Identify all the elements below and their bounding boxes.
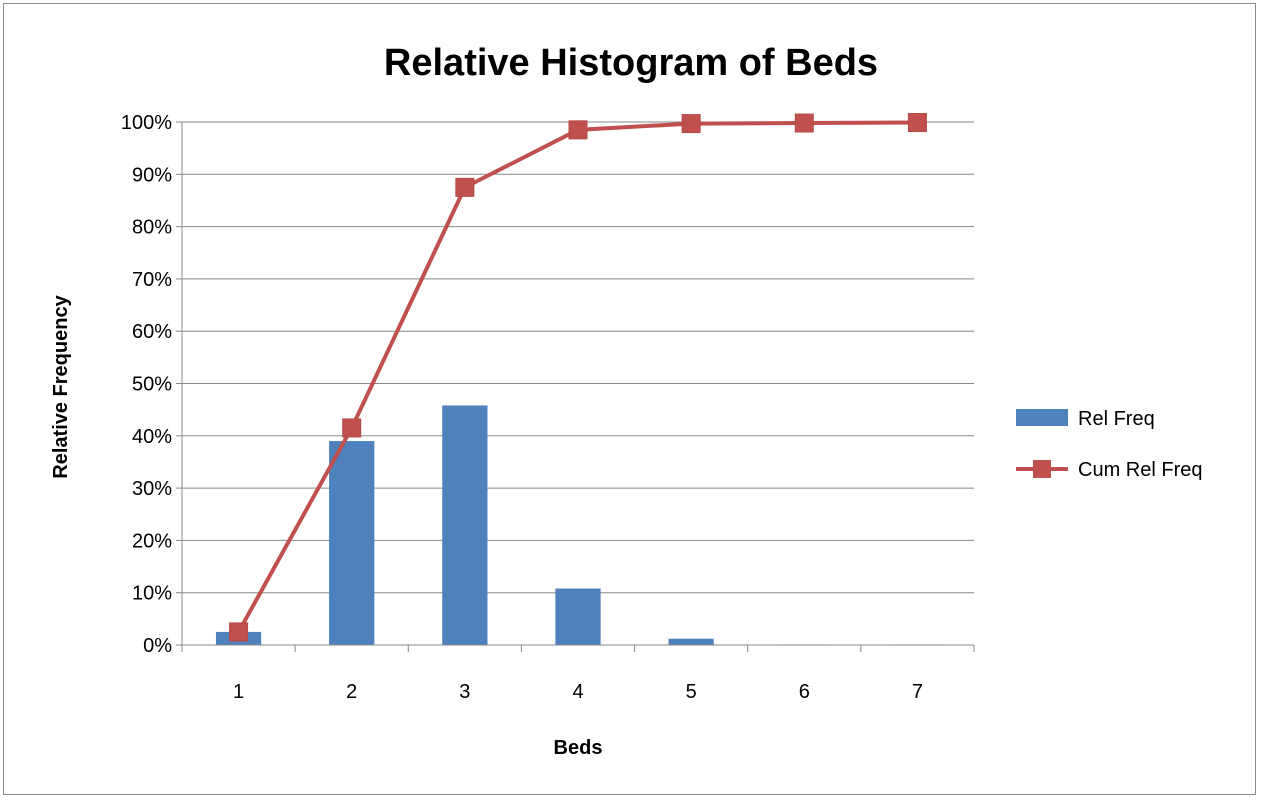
axes bbox=[176, 121, 975, 652]
x-tick-label: 2 bbox=[346, 681, 357, 703]
y-tick-label: 40% bbox=[132, 426, 172, 448]
x-tick-label: 4 bbox=[572, 681, 583, 703]
x-tick-label: 6 bbox=[799, 681, 810, 703]
y-tick-label: 50% bbox=[132, 374, 172, 396]
x-axis-tick-labels: 1 2 3 4 5 6 7 bbox=[233, 681, 923, 703]
y-tick-label: 0% bbox=[143, 635, 172, 657]
y-tick-label: 90% bbox=[132, 164, 172, 186]
legend: Rel Freq Cum Rel Freq bbox=[1016, 408, 1202, 481]
y-tick-label: 70% bbox=[132, 269, 172, 291]
y-tick-label: 100% bbox=[121, 112, 172, 134]
legend-label-rel-freq: Rel Freq bbox=[1078, 408, 1155, 430]
cum-marker-5 bbox=[681, 114, 701, 134]
x-tick-label: 3 bbox=[459, 681, 470, 703]
x-tick-label: 5 bbox=[686, 681, 697, 703]
x-tick-label: 1 bbox=[233, 681, 244, 703]
x-tick-label: 7 bbox=[912, 681, 923, 703]
cum-marker-7 bbox=[907, 113, 927, 133]
y-tick-label: 60% bbox=[132, 321, 172, 343]
line-series bbox=[229, 113, 927, 642]
y-tick-label: 20% bbox=[132, 530, 172, 552]
cum-marker-3 bbox=[455, 177, 475, 197]
cum-marker-4 bbox=[568, 120, 588, 140]
legend-marker-cum-rel-freq bbox=[1033, 460, 1051, 478]
chart-frame: Relative Histogram of Beds 0% 10% 20% 30% 40… bbox=[3, 3, 1256, 795]
y-tick-label: 10% bbox=[132, 583, 172, 605]
y-tick-label: 80% bbox=[132, 217, 172, 239]
bar-series bbox=[215, 405, 941, 645]
bar-4 bbox=[555, 588, 601, 645]
chart-svg: Relative Histogram of Beds 0%10%20%30%40… bbox=[50, 42, 1202, 759]
legend-swatch-rel-freq bbox=[1016, 409, 1068, 426]
cum-marker-2 bbox=[342, 418, 362, 438]
y-axis-tick-labels: 0% 10% 20% 30% 40% 50% 60% 70% 80% 90% 100% bbox=[121, 112, 172, 657]
x-axis-label: Beds bbox=[554, 737, 603, 759]
bar-2 bbox=[329, 441, 375, 645]
y-tick-label: 30% bbox=[132, 478, 172, 500]
bar-5 bbox=[668, 638, 714, 645]
chart-title: Relative Histogram of Beds bbox=[384, 42, 878, 84]
bar-3 bbox=[442, 405, 488, 645]
legend-label-cum-rel-freq: Cum Rel Freq bbox=[1078, 459, 1202, 481]
cum-marker-1 bbox=[229, 622, 249, 642]
y-axis-label: Relative Frequency bbox=[50, 294, 72, 478]
cum-marker-6 bbox=[794, 113, 814, 133]
